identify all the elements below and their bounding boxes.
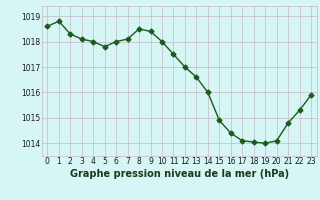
X-axis label: Graphe pression niveau de la mer (hPa): Graphe pression niveau de la mer (hPa) bbox=[70, 169, 289, 179]
